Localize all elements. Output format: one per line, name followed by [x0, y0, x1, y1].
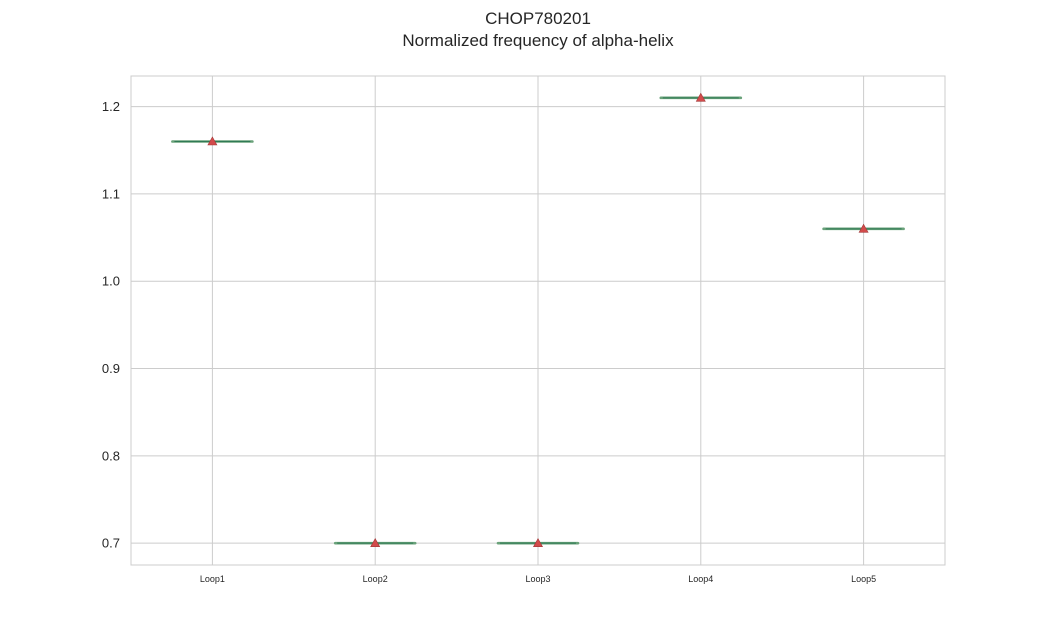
y-tick: 1.2: [102, 99, 120, 114]
mean-marker: [370, 538, 381, 547]
y-tick: 0.8: [102, 448, 120, 463]
chart-title: CHOP780201 Normalized frequency of alpha…: [0, 8, 1050, 52]
x-tick-label: Loop4: [688, 574, 713, 584]
y-tick-label: 1.2: [102, 99, 120, 114]
x-tick-label: Loop5: [851, 574, 876, 584]
y-tick-label: 0.8: [102, 448, 120, 463]
grid-lines: [131, 76, 945, 565]
y-tick-label: 1.0: [102, 274, 120, 289]
mean-marker: [207, 136, 218, 146]
mean-marker: [532, 538, 544, 547]
x-tick: Loop4: [688, 574, 713, 584]
y-tick: 0.7: [102, 536, 120, 551]
y-tick-label: 1.1: [102, 186, 120, 201]
y-tick: 1.1: [102, 186, 120, 201]
x-axis-ticks: Loop1 Loop2 Loop3 Loop4 Loop5: [200, 574, 876, 584]
x-tick-label: Loop2: [363, 574, 388, 584]
box-loop5: [822, 223, 905, 233]
box-loop3: [496, 538, 580, 547]
y-tick: 1.0: [102, 274, 120, 289]
box-loop2: [333, 538, 417, 547]
mean-marker: [695, 92, 706, 102]
x-tick: Loop5: [851, 574, 876, 584]
box-series: [171, 92, 905, 547]
y-tick-label: 0.7: [102, 536, 120, 551]
axes-frame: [130, 75, 946, 566]
chart-subtitle-line: Normalized frequency of alpha-helix: [402, 31, 674, 50]
chart-title-line: CHOP780201: [485, 9, 591, 28]
x-tick-label: Loop3: [525, 574, 550, 584]
x-tick: Loop2: [363, 574, 388, 584]
x-tick: Loop3: [525, 574, 550, 584]
box-loop4: [659, 92, 743, 102]
y-axis-ticks: 0.7 0.8 0.9 1.0 1.1 1.2: [102, 99, 120, 551]
y-tick-label: 0.9: [102, 361, 120, 376]
box-loop1: [171, 136, 254, 146]
x-tick-label: Loop1: [200, 574, 225, 584]
x-tick: Loop1: [200, 574, 225, 584]
mean-marker: [858, 223, 869, 233]
y-tick: 0.9: [102, 361, 120, 376]
